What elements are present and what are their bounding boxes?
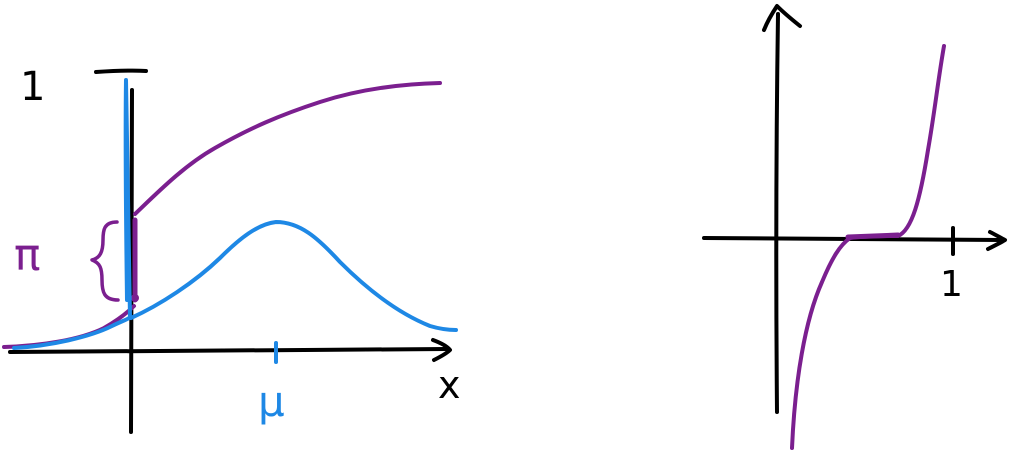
jump-brace [90, 220, 120, 302]
left-y-tick-label: 1 [20, 64, 45, 110]
left-x-axis [8, 347, 448, 354]
left-sketch: 1 x π μ [2, 64, 461, 434]
pdf-curve [129, 220, 458, 332]
left-top-tick [94, 68, 148, 74]
pdf-spike [123, 78, 132, 320]
pdf-curve-left-tail [12, 316, 131, 350]
right-sketch: 1 [702, 4, 1007, 450]
left-y-axis [129, 88, 134, 434]
cdf-curve-upper [133, 81, 442, 216]
right-x-tick-label: 1 [940, 264, 963, 305]
right-y-axis [774, 12, 780, 414]
jump-label: π [14, 230, 41, 281]
right-y-arrowhead [762, 4, 802, 32]
cdf-jump-dot [131, 294, 139, 302]
left-x-axis-label: x [438, 363, 461, 407]
left-x-arrowhead [431, 338, 452, 362]
mean-label: μ [258, 377, 285, 426]
right-x-arrowhead [986, 230, 1007, 251]
quantile-flat [845, 232, 901, 240]
quantile-curve [790, 44, 946, 450]
